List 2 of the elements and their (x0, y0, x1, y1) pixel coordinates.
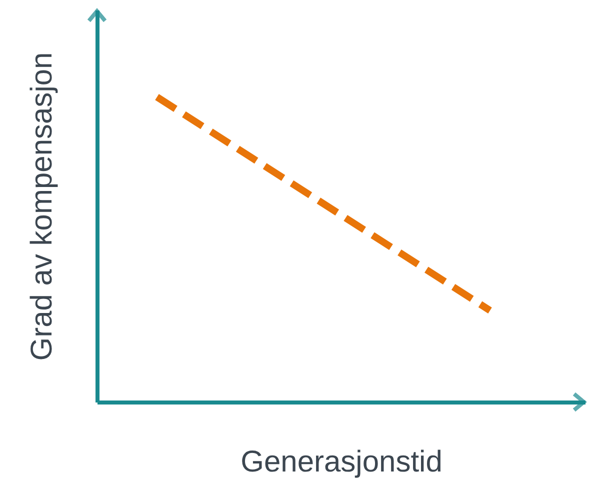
y-axis-title: Grad av kompensasjon (26, 52, 58, 361)
x-axis-title: Generasjonstid (240, 446, 442, 478)
